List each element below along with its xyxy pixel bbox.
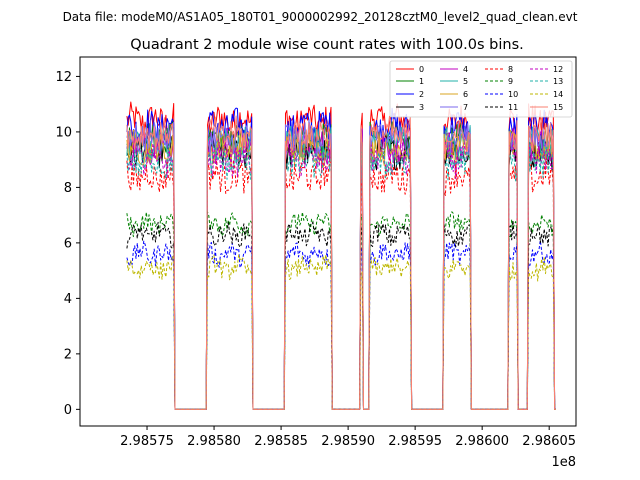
legend-label-2: 2 bbox=[419, 90, 424, 99]
legend-label-0: 0 bbox=[419, 65, 424, 74]
x-tick-label: 2.98600 bbox=[455, 434, 509, 449]
legend-label-1: 1 bbox=[419, 77, 424, 86]
y-tick-label: 6 bbox=[64, 236, 72, 251]
x-tick-label: 2.98605 bbox=[522, 434, 576, 449]
legend-label-3: 3 bbox=[419, 103, 424, 112]
series-line-15 bbox=[126, 115, 556, 410]
legend-label-5: 5 bbox=[463, 77, 468, 86]
legend-label-13: 13 bbox=[553, 77, 563, 86]
x-tick-label: 2.98580 bbox=[187, 434, 241, 449]
legend-label-9: 9 bbox=[508, 77, 513, 86]
legend-label-8: 8 bbox=[508, 65, 513, 74]
x-tick-label: 2.98595 bbox=[388, 434, 442, 449]
x-axis: 2.98575 2.98580 2.98585 2.98590 2.98595 2.986… bbox=[120, 426, 576, 449]
legend-label-6: 6 bbox=[463, 90, 468, 99]
legend-frame bbox=[389, 60, 573, 118]
y-tick-label: 8 bbox=[64, 181, 72, 196]
x-tick-label: 2.98575 bbox=[120, 434, 174, 449]
chart-title: Quadrant 2 module wise count rates with … bbox=[130, 37, 524, 53]
plot-frame bbox=[79, 56, 577, 427]
y-axis: 0 2 4 6 8 10 12 bbox=[55, 70, 80, 418]
x-offset-label: 1e8 bbox=[551, 455, 576, 470]
suptitle: Data file: modeM0/AS1A05_180T01_90000029… bbox=[63, 10, 578, 24]
y-tick-label: 2 bbox=[64, 347, 72, 362]
y-tick-label: 12 bbox=[55, 70, 72, 85]
legend-label-4: 4 bbox=[463, 65, 468, 74]
legend-label-11: 11 bbox=[508, 103, 518, 112]
legend-label-7: 7 bbox=[463, 103, 468, 112]
series-layer bbox=[126, 101, 556, 410]
y-tick-label: 0 bbox=[64, 403, 72, 418]
y-tick-label: 4 bbox=[64, 292, 72, 307]
x-tick-label: 2.98590 bbox=[321, 434, 375, 449]
legend-label-10: 10 bbox=[508, 90, 518, 99]
y-tick-label: 10 bbox=[55, 125, 72, 140]
legend-label-15: 15 bbox=[553, 103, 563, 112]
legend-label-12: 12 bbox=[553, 65, 563, 74]
legend-label-14: 14 bbox=[553, 90, 563, 99]
x-tick-label: 2.98585 bbox=[254, 434, 308, 449]
